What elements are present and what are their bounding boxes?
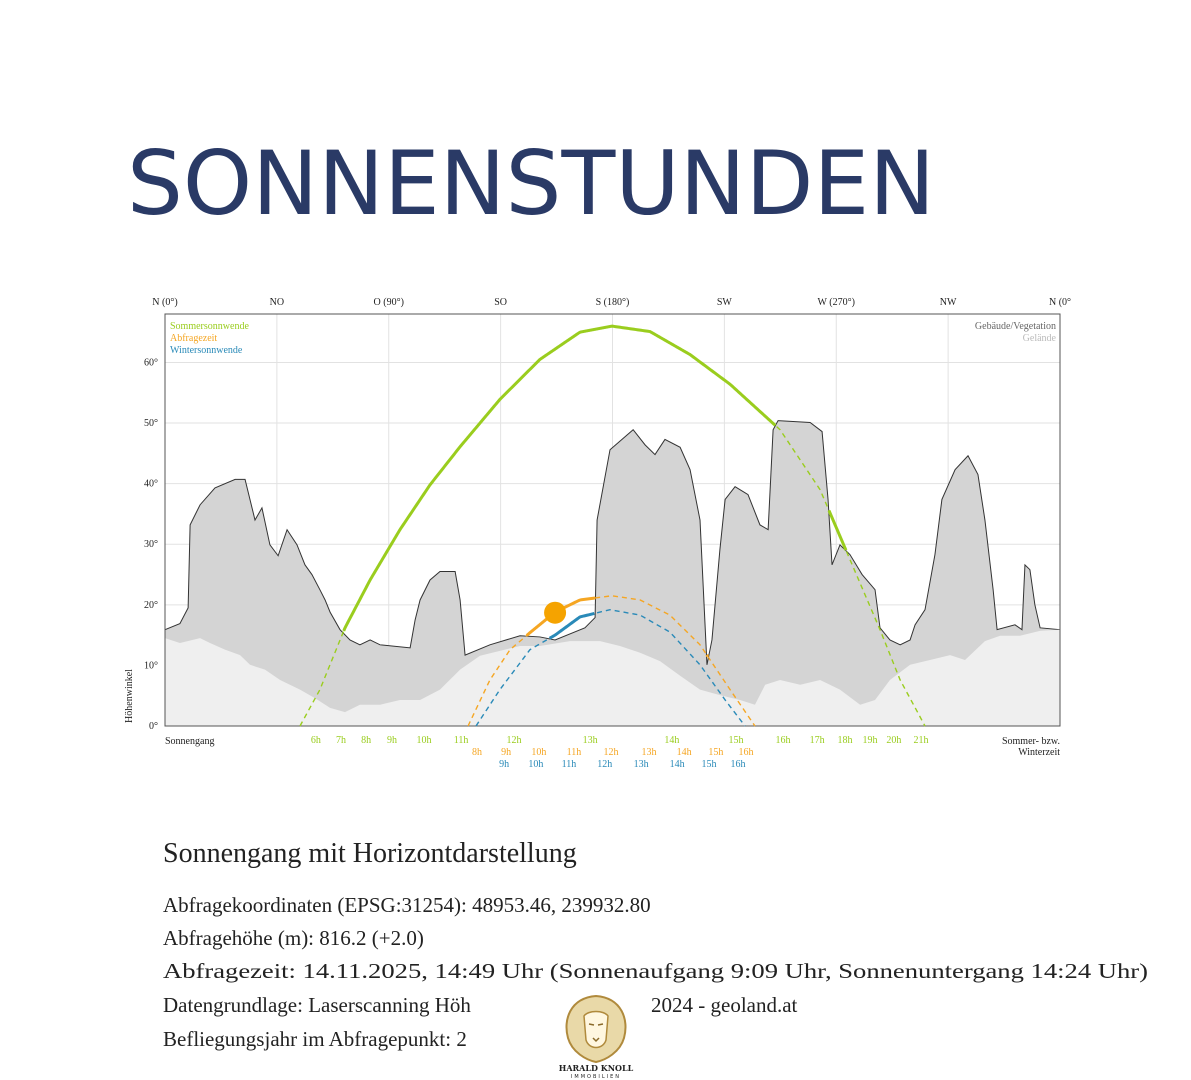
x-axis-side-label: Sommer- bzw. xyxy=(1002,736,1060,747)
hour-label: 12h xyxy=(604,747,619,758)
sun-path-visible xyxy=(548,611,595,640)
info-line: Datengrundlage: Laserscanning Höh xyxy=(163,993,471,1017)
y-tick-label: 0° xyxy=(149,721,158,732)
hour-label: 21h xyxy=(914,735,929,746)
legend-entry: Gebäude/Vegetation xyxy=(975,321,1056,332)
hour-label: 6h xyxy=(311,735,321,746)
hour-label: 10h xyxy=(417,735,432,746)
x-tick-label: NW xyxy=(940,297,957,308)
x-tick-label: O (90°) xyxy=(374,297,404,308)
y-tick-label: 60° xyxy=(144,357,158,368)
hour-label: 10h xyxy=(531,747,546,758)
hour-label: 17h xyxy=(810,735,825,746)
sun-path xyxy=(475,608,746,727)
sun-path-visible xyxy=(705,653,709,658)
hour-label: 16h xyxy=(731,759,746,770)
info-line: Befliegungsjahr im Abfragepunkt: 2 xyxy=(163,1027,467,1051)
hour-label: 15h xyxy=(701,759,716,770)
y-tick-label: 40° xyxy=(144,479,158,490)
hour-label: 9h xyxy=(387,735,397,746)
info-line: Abfragekoordinaten (EPSG:31254): 48953.4… xyxy=(163,893,651,917)
info-line: Abfragehöhe (m): 816.2 (+2.0) xyxy=(163,926,424,950)
x-tick-label: W (270°) xyxy=(818,297,855,308)
x-tick-label: SW xyxy=(717,297,733,308)
y-tick-label: 50° xyxy=(144,418,158,429)
legend-entry: Abfragezeit xyxy=(170,333,217,344)
hour-label: 11h xyxy=(454,735,469,746)
hour-label: 11h xyxy=(562,759,577,770)
sun-position xyxy=(544,601,567,624)
info: Sonnengang mit Horizontdarstellung Abfra… xyxy=(163,838,1148,1051)
logo-face xyxy=(583,1010,609,1049)
hour-label: 14h xyxy=(670,759,685,770)
hour-label: 9h xyxy=(499,759,509,770)
chart: N (0°) NO O (90°) SO S (180°) SW W (270°) NW N (… xyxy=(124,297,1071,770)
hour-label: 15h xyxy=(708,747,723,758)
x-axis-side-label: Winterzeit xyxy=(1018,747,1060,758)
hour-label: 12h xyxy=(507,735,522,746)
sun-path-visible xyxy=(827,510,848,551)
x-axis-side-label: Sonnengang xyxy=(165,736,214,747)
logo: HARALD KNOLL IMMOBILIEN xyxy=(550,990,645,1080)
info-heading: Sonnengang mit Horizontdarstellung xyxy=(163,838,577,869)
x-tick-label: N (0° xyxy=(1049,297,1071,308)
hour-label: 8h xyxy=(361,735,371,746)
y-tick-label: 10° xyxy=(144,660,158,671)
hour-label: 18h xyxy=(837,735,852,746)
hour-label: 13h xyxy=(642,747,657,758)
legend-entry: Wintersonnwende xyxy=(170,345,243,356)
sun-path-visible xyxy=(342,324,777,632)
hour-label: 9h xyxy=(501,747,511,758)
hour-label: 8h xyxy=(472,747,482,758)
y-axis-label: Höhenwinkel xyxy=(124,669,135,723)
legend-entry: Sommersonnwende xyxy=(170,321,249,332)
hour-label: 11h xyxy=(567,747,582,758)
hour-label: 15h xyxy=(729,735,744,746)
y-tick-label: 30° xyxy=(144,539,158,550)
x-tick-label: NO xyxy=(270,297,284,308)
logo-subtitle: IMMOBILIEN xyxy=(571,1074,621,1080)
logo-features xyxy=(588,1023,604,1043)
x-tick-label: S (180°) xyxy=(596,297,630,308)
logo-name: HARALD KNOLL xyxy=(559,1063,634,1073)
legend-entry: Gelände xyxy=(1023,333,1057,344)
info-line: 2024 - geoland.at xyxy=(651,993,798,1017)
sun-path xyxy=(467,595,756,727)
x-tick-label: N (0°) xyxy=(152,297,177,308)
hour-label: 7h xyxy=(336,735,346,746)
x-tick-label: SO xyxy=(494,297,507,308)
hour-label: 16h xyxy=(739,747,754,758)
page-title: SONNENSTUNDEN xyxy=(127,132,935,235)
plot-frame xyxy=(164,313,1061,727)
hour-label: 13h xyxy=(634,759,649,770)
hour-label: 12h xyxy=(597,759,612,770)
hour-label: 14h xyxy=(664,735,679,746)
hour-label: 14h xyxy=(677,747,692,758)
y-tick-label: 20° xyxy=(144,600,158,611)
horizon-area xyxy=(164,420,1061,727)
hour-label: 13h xyxy=(583,735,598,746)
hour-label: 16h xyxy=(776,735,791,746)
hour-label: 19h xyxy=(863,735,878,746)
hour-label: 20h xyxy=(886,735,901,746)
horizon-area xyxy=(165,629,1060,726)
info-line: Abfragezeit: 14.11.2025, 14:49 Uhr (Sonn… xyxy=(163,959,1148,983)
hour-label: 10h xyxy=(528,759,543,770)
